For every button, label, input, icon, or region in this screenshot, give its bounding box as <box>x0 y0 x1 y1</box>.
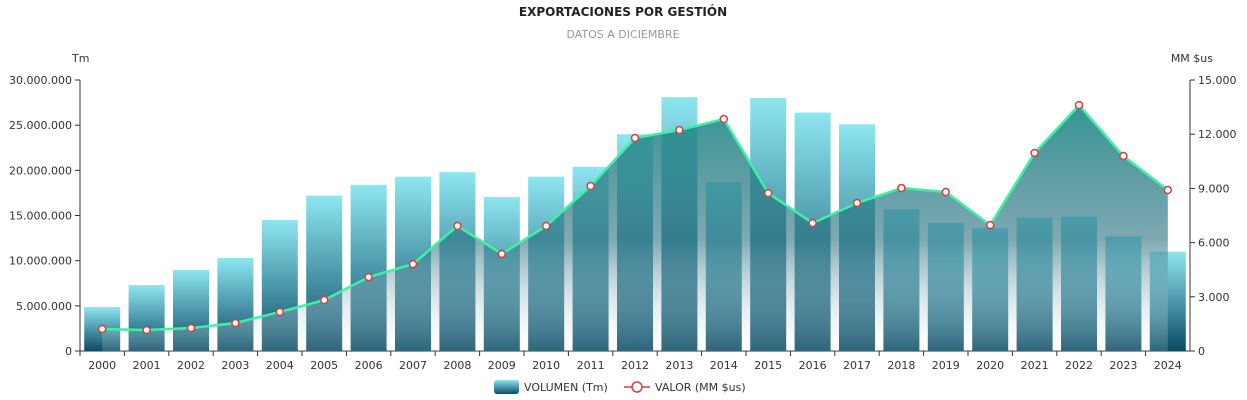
x-tick-label: 2008 <box>443 359 471 372</box>
valor-point-2022 <box>1074 100 1084 110</box>
x-tick-label: 2009 <box>488 359 516 372</box>
legend-marker-icon <box>631 381 643 393</box>
x-tick-label: 2006 <box>355 359 383 372</box>
x-tick-label: 2019 <box>932 359 960 372</box>
valor-point-2018 <box>897 183 906 193</box>
x-tick-label: 2007 <box>399 359 427 372</box>
valor-point-2001 <box>142 325 151 335</box>
right-tick-label: 12.000 <box>1198 128 1237 141</box>
valor-point-2016 <box>808 218 817 228</box>
right-tick-label: 15.000 <box>1198 74 1237 87</box>
x-tick-label: 2004 <box>266 359 294 372</box>
x-tick-label: 2024 <box>1154 359 1182 372</box>
valor-point-2009 <box>497 249 507 259</box>
valor-point-2012 <box>630 133 640 143</box>
x-tick-label: 2021 <box>1021 359 1049 372</box>
valor-point-2020 <box>985 220 995 230</box>
legend-valor-label: VALOR (MM $us) <box>655 381 746 394</box>
right-tick-label: 0 <box>1198 345 1205 358</box>
right-tick-label: 9.000 <box>1198 182 1230 195</box>
x-tick-label: 2005 <box>310 359 338 372</box>
legend-item-valor[interactable]: VALOR (MM $us) <box>624 381 746 394</box>
x-tick-label: 2017 <box>843 359 871 372</box>
valor-point-2019 <box>941 187 951 197</box>
x-tick-label: 2016 <box>799 359 827 372</box>
valor-point-2015 <box>763 188 773 198</box>
right-axis-label: MM $us <box>1171 52 1213 65</box>
chart-title: EXPORTACIONES POR GESTIÓN <box>519 4 727 19</box>
x-tick-label: 2003 <box>221 359 249 372</box>
valor-point-2013 <box>675 125 684 135</box>
valor-point-2007 <box>408 259 418 269</box>
x-tick-label: 2023 <box>1109 359 1137 372</box>
legend-bar-swatch <box>494 380 519 394</box>
x-tick-label: 2022 <box>1065 359 1093 372</box>
left-tick-label: 10.000.000 <box>9 255 72 268</box>
valor-area <box>102 105 1168 351</box>
left-axis-label: Tm <box>71 52 89 65</box>
x-tick-label: 2014 <box>710 359 738 372</box>
right-tick-label: 6.000 <box>1198 237 1230 250</box>
left-tick-label: 20.000.000 <box>9 164 72 177</box>
legend-item-volumen[interactable]: VOLUMEN (Tm) <box>494 380 608 394</box>
left-tick-label: 25.000.000 <box>9 119 72 132</box>
valor-point-2002 <box>186 323 196 333</box>
x-tick-label: 2015 <box>754 359 782 372</box>
x-tick-label: 2012 <box>621 359 649 372</box>
valor-point-2003 <box>231 318 240 328</box>
left-tick-label: 5.000.000 <box>16 300 72 313</box>
valor-point-2000 <box>97 324 107 334</box>
x-tick-label: 2011 <box>577 359 605 372</box>
x-tick-label: 2002 <box>177 359 205 372</box>
valor-point-2004 <box>275 307 285 317</box>
left-tick-label: 15.000.000 <box>9 210 72 223</box>
x-tick-label: 2013 <box>665 359 693 372</box>
x-tick-label: 2001 <box>133 359 161 372</box>
left-tick-label: 0 <box>65 345 72 358</box>
legend: VOLUMEN (Tm) VALOR (MM $us) <box>494 380 746 394</box>
valor-point-2005 <box>319 295 329 305</box>
x-tick-label: 2020 <box>976 359 1004 372</box>
valor-point-2023 <box>1119 151 1128 161</box>
left-tick-label: 30.000.000 <box>9 74 72 87</box>
legend-volumen-label: VOLUMEN (Tm) <box>524 381 608 394</box>
x-tick-label: 2018 <box>887 359 915 372</box>
valor-point-2011 <box>586 181 595 191</box>
valor-point-2006 <box>364 272 373 282</box>
valor-point-2010 <box>541 221 551 231</box>
chart-subtitle: DATOS A DICIEMBRE <box>566 28 679 41</box>
valor-point-2024 <box>1163 185 1173 195</box>
valor-point-2014 <box>719 114 729 124</box>
x-tick-label: 2010 <box>532 359 560 372</box>
right-tick-label: 3.000 <box>1198 291 1230 304</box>
x-tick-label: 2000 <box>88 359 116 372</box>
valor-point-2021 <box>1030 148 1039 158</box>
valor-point-2017 <box>852 198 862 208</box>
valor-point-2008 <box>453 221 462 231</box>
